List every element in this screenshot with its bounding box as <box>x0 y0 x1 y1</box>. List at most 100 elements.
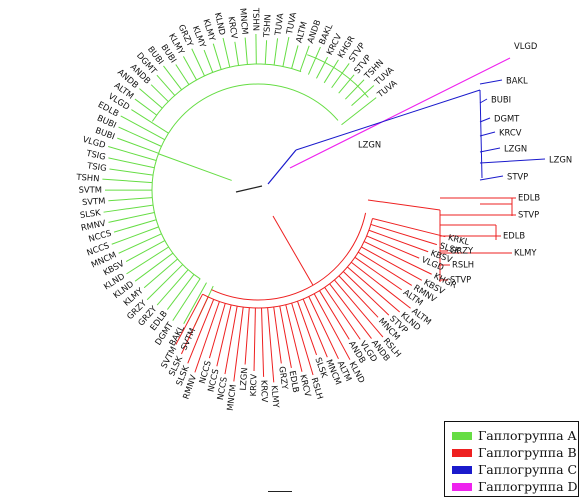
branch-105 <box>372 218 446 238</box>
branch-94 <box>338 275 379 318</box>
branch-93 <box>334 279 384 338</box>
legend-label-b: Гаплогруппа B <box>478 445 577 460</box>
branch-99 <box>357 251 413 286</box>
legend-label-d: Гаплогруппа D <box>478 479 578 494</box>
branch-69 <box>272 215 314 286</box>
branch-71 <box>180 296 209 355</box>
haplogroup-c-leaf-1: BUBI <box>491 95 511 105</box>
branch-25 <box>117 137 159 154</box>
branch-26 <box>118 126 162 147</box>
branch-68 <box>211 212 367 301</box>
haplogroup-b-upper-leaf-5: EDLB <box>518 193 540 203</box>
branch-61 <box>479 79 503 85</box>
branch-57 <box>289 57 511 169</box>
branch-13 <box>125 240 166 262</box>
branch-40 <box>234 41 240 66</box>
branch-31 <box>150 84 169 102</box>
branch-65 <box>479 147 501 153</box>
haplogroup-c-lzgn-label: LZGN <box>358 140 381 150</box>
haplogroup-a-leaf-38: TSHN <box>251 7 261 31</box>
branch-88 <box>308 296 339 360</box>
branch-51 <box>331 63 350 89</box>
branch-33 <box>163 65 183 91</box>
branch-97 <box>350 261 411 309</box>
haplogroup-a-leaf-14: SLSK <box>79 207 102 220</box>
branch-10 <box>143 258 178 289</box>
legend-label-a: Гаплогруппа A <box>478 428 577 443</box>
haplogroup-b-leaf-9: KRCV <box>248 374 258 397</box>
branch-82 <box>273 306 282 364</box>
branch-107 <box>367 199 441 211</box>
branch-1 <box>151 83 339 280</box>
branch-90 <box>319 290 350 340</box>
haplogroup-a-leaf-17: TSHN <box>75 172 100 184</box>
branch-96 <box>347 266 401 313</box>
branch-12 <box>126 246 169 275</box>
haplogroup-d-leaf-0: VLGD <box>514 41 537 51</box>
branch-11 <box>134 252 174 282</box>
haplogroup-c-leaf-2: DGMT <box>494 114 520 124</box>
branch-49 <box>316 56 329 79</box>
branch-92 <box>329 283 372 339</box>
branch-101 <box>363 241 432 275</box>
haplogroup-b-upper-leaf-0: GRZY <box>450 246 474 256</box>
branch-17 <box>108 211 155 223</box>
branch-28 <box>131 109 169 134</box>
branch-56 <box>158 153 232 181</box>
haplogroup-a-leaf-37: MNCM <box>238 8 250 35</box>
branch-6 <box>172 278 201 321</box>
branch-89 <box>313 293 351 360</box>
branch-29 <box>134 98 157 116</box>
legend: Гаплогруппа A Гаплогруппа B Гаплогруппа … <box>444 421 579 497</box>
branch-86 <box>297 301 318 356</box>
haplogroup-a-leaf-15: SVTM <box>82 196 106 208</box>
branch-59 <box>295 89 481 151</box>
branch-8 <box>156 269 189 306</box>
branch-5 <box>183 282 207 324</box>
branch-43 <box>264 40 268 65</box>
branch-38 <box>212 43 222 70</box>
haplogroup-b-upper-leaf-3: EDLB <box>503 231 525 241</box>
branch-91 <box>324 287 361 340</box>
branch-78 <box>244 307 250 365</box>
legend-swatch-d <box>452 482 472 491</box>
haplogroup-b-upper-leaf-2: STVP <box>450 275 471 285</box>
branch-39 <box>222 37 231 68</box>
branch-46 <box>291 45 299 69</box>
branch-76 <box>224 306 238 375</box>
branch-83 <box>279 305 292 368</box>
haplogroup-b-upper-leaf-1: RSLH <box>452 260 474 270</box>
branch-73 <box>194 301 220 373</box>
branch-19 <box>108 197 153 202</box>
legend-label-c: Гаплогруппа C <box>478 462 578 477</box>
branch-2 <box>151 63 302 122</box>
branch-23 <box>108 157 155 169</box>
branch-55 <box>341 97 377 126</box>
branch-15 <box>111 226 159 245</box>
branch-22 <box>109 168 154 176</box>
haplogroup-c-leaf-3: KRCV <box>499 128 522 138</box>
branch-80 <box>261 307 265 377</box>
branch-18 <box>103 204 154 213</box>
branch-14 <box>118 233 162 254</box>
branch-74 <box>208 303 226 359</box>
branch-85 <box>291 302 314 376</box>
haplogroup-a-leaf-16: SVTM <box>79 185 102 195</box>
branch-103 <box>368 229 429 253</box>
branch-87 <box>302 298 328 358</box>
haplogroup-b-leaf-11: KLMY <box>270 385 282 409</box>
legend-entry-b: Гаплогруппа B <box>452 444 578 461</box>
haplogroup-a-leaf-40: TUVA <box>272 12 285 37</box>
haplogroup-b-leaf-12: GRZY <box>277 366 290 391</box>
haplogroup-c-leaf-6: STVP <box>507 172 528 182</box>
branch-102 <box>366 235 420 259</box>
branch-54 <box>351 85 375 106</box>
haplogroup-a-leaf-18: TSIG <box>86 160 108 173</box>
branch-16 <box>113 219 157 233</box>
branch-41 <box>244 37 248 65</box>
branch-27 <box>120 115 165 141</box>
haplogroup-b-upper-leaf-6: STVP <box>518 210 539 220</box>
branch-3 <box>307 54 369 98</box>
haplogroup-c-leaf-4: LZGN <box>504 144 527 154</box>
